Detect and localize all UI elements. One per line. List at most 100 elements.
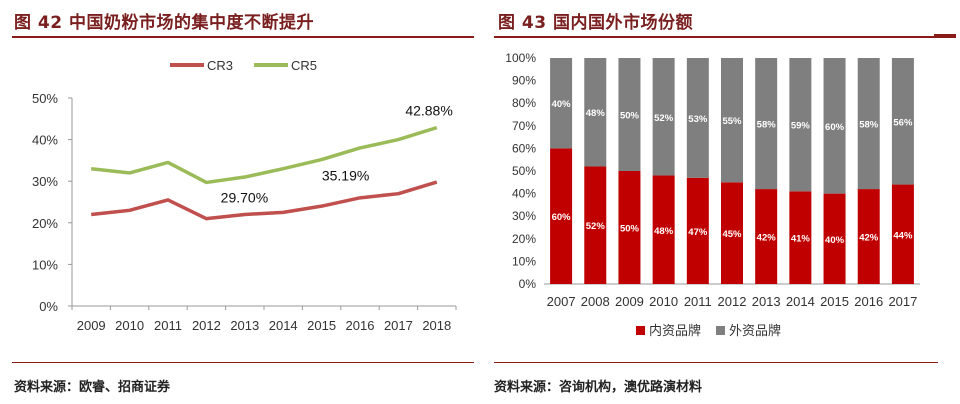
bar-label-foreign: 40% [552, 99, 572, 110]
right-title-rule [494, 36, 938, 38]
right-source-note: 资料来源：咨询机构，澳优路演材料 [494, 380, 703, 395]
x-tick-label: 2016 [346, 318, 375, 333]
legend-label-cr3: CR3 [207, 58, 233, 73]
x-tick-label: 2008 [581, 294, 610, 309]
right-title-rule-end [934, 34, 956, 38]
data-label: 42.88% [405, 103, 452, 119]
bar-label-foreign: 58% [757, 120, 777, 131]
bar-foreign [823, 58, 846, 194]
x-tick-label: 2015 [820, 294, 849, 309]
y-tick-label: 30% [512, 209, 536, 223]
bar-label-domestic: 42% [757, 233, 777, 244]
bar-label-foreign: 53% [688, 114, 708, 125]
y-tick-label: 50% [32, 91, 58, 106]
data-label: 29.70% [221, 189, 268, 205]
left-source-rule [12, 362, 474, 363]
bar-foreign [584, 58, 607, 167]
bar-foreign [550, 58, 573, 149]
bar-label-domestic: 52% [586, 221, 606, 232]
bar-domestic [584, 166, 607, 284]
y-tick-label: 10% [32, 257, 58, 272]
right-figure-title: 图 43 国内国外市场份额 [498, 13, 693, 33]
x-tick-label: 2012 [718, 294, 747, 309]
bar-label-domestic: 50% [620, 224, 640, 235]
bar-foreign [618, 58, 641, 171]
y-tick-label: 80% [512, 96, 536, 110]
x-tick-label: 2015 [307, 318, 336, 333]
bar-label-foreign: 60% [825, 122, 845, 133]
right-figure-panel: 图 43 国内国外市场份额 0% 10% 20% 30% 40% 50% 60% 70% 80%… [486, 0, 960, 404]
bar-label-domestic: 40% [825, 235, 845, 246]
bar-label-foreign: 48% [586, 108, 606, 119]
bar-foreign [891, 58, 914, 185]
bar-foreign [686, 58, 709, 178]
y-tick-label: 10% [512, 254, 536, 268]
bar-domestic [550, 148, 573, 284]
y-tick-label: 50% [512, 164, 536, 178]
x-tick-label: 2017 [888, 294, 917, 309]
y-tick-label: 90% [512, 74, 536, 88]
concentration-line-chart: 0% 10% 20% 30% 40% 50% 2009 2010 2011 2012 2013 201… [32, 58, 457, 333]
y-tick-label: 0% [39, 299, 58, 314]
bar-label-foreign: 55% [722, 116, 742, 127]
x-tick-label: 2011 [684, 294, 712, 309]
bar-foreign [721, 58, 743, 183]
legend-swatch-domestic [636, 326, 645, 335]
x-tick-label: 2017 [384, 318, 413, 333]
left-source-note: 资料来源：欧睿、招商证券 [14, 380, 171, 395]
bar-domestic [823, 193, 846, 284]
x-tick-label: 2013 [230, 318, 259, 333]
bar-domestic [755, 189, 778, 284]
bar-foreign [857, 58, 880, 190]
series-line-cr5 [91, 125, 438, 185]
left-title-rule [12, 36, 474, 38]
data-label: 35.19% [322, 168, 369, 184]
x-tick-label: 2013 [752, 294, 781, 309]
y-tick-label: 30% [32, 174, 58, 189]
legend-label-cr5: CR5 [291, 58, 317, 73]
bar-domestic [618, 171, 641, 284]
legend-swatch-foreign [716, 326, 725, 335]
x-tick-label: 2009 [615, 294, 644, 309]
left-figure-title: 图 42 中国奶粉市场的集中度不断提升 [14, 13, 314, 33]
x-tick-label: 2014 [269, 318, 298, 333]
bar-label-domestic: 47% [688, 227, 708, 238]
y-tick-label: 100% [505, 51, 536, 65]
legend-label-domestic: 内资品牌 [649, 323, 701, 338]
bar-label-domestic: 60% [552, 212, 572, 223]
y-tick-label: 0% [519, 277, 537, 291]
bar-label-foreign: 52% [654, 113, 674, 124]
bar-foreign [755, 58, 778, 190]
x-tick-label: 2009 [77, 318, 106, 333]
y-tick-label: 40% [32, 133, 58, 148]
bar-domestic [686, 177, 709, 284]
bar-label-domestic: 41% [791, 234, 811, 245]
x-tick-label: 2011 [154, 318, 182, 333]
y-tick-label: 60% [512, 141, 536, 155]
y-tick-label: 20% [32, 216, 58, 231]
bar-label-domestic: 45% [722, 229, 742, 240]
y-tick-label: 20% [512, 232, 536, 246]
right-source-rule [494, 362, 938, 363]
legend-label-foreign: 外资品牌 [729, 323, 781, 338]
x-tick-label: 2016 [854, 294, 883, 309]
y-tick-label: 70% [512, 119, 536, 133]
market-share-stacked-bar-chart: 0% 10% 20% 30% 40% 50% 60% 70% 80% 90% 100% 60% 40% 2… [505, 51, 920, 338]
x-tick-label: 2007 [547, 294, 576, 309]
bar-domestic [721, 182, 743, 284]
bar-foreign [789, 58, 812, 192]
bar-label-foreign: 50% [620, 111, 640, 122]
x-tick-label: 2010 [115, 318, 144, 333]
bar-foreign [652, 58, 675, 176]
x-tick-label: 2014 [786, 294, 815, 309]
bar-domestic [652, 175, 675, 284]
x-tick-label: 2012 [192, 318, 221, 333]
bar-label-foreign: 59% [791, 121, 811, 132]
bar-domestic [891, 184, 914, 284]
bar-domestic [789, 191, 812, 284]
bar-label-domestic: 42% [859, 233, 879, 244]
bar-label-domestic: 48% [654, 226, 674, 237]
bar-label-domestic: 44% [893, 230, 913, 241]
x-tick-label: 2018 [422, 318, 451, 333]
series-line-cr3 [91, 180, 438, 221]
